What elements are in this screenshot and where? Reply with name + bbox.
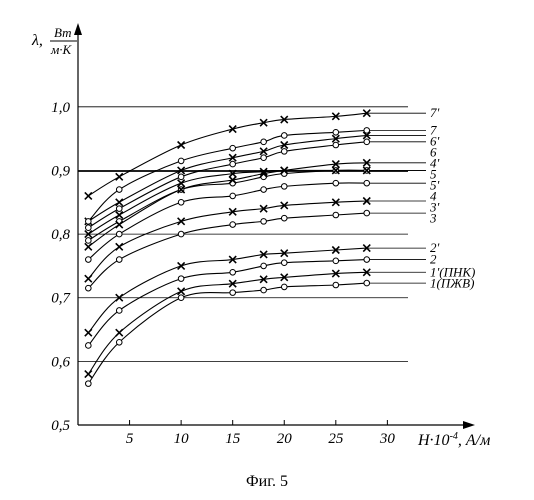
thermal-conductivity-chart: 0,50,60,70,80,91,051015202530λ,Втм·КH·10…: [0, 0, 534, 500]
marker-circle: [261, 155, 267, 161]
marker-circle: [281, 260, 287, 266]
marker-circle: [281, 133, 287, 139]
svg-text:25: 25: [328, 431, 344, 447]
marker-circle: [261, 287, 267, 293]
marker-circle: [230, 145, 236, 151]
marker-circle: [364, 257, 370, 263]
series-label-1: 1(ПЖВ): [430, 275, 474, 290]
marker-circle: [178, 276, 184, 282]
svg-text:1,0: 1,0: [51, 100, 70, 116]
svg-text:λ,: λ,: [31, 32, 43, 49]
marker-circle: [333, 212, 339, 218]
svg-text:0,7: 0,7: [51, 291, 71, 307]
svg-text:0,6: 0,6: [51, 354, 70, 370]
marker-circle: [364, 128, 370, 134]
marker-circle: [178, 231, 184, 237]
marker-circle: [333, 282, 339, 288]
marker-circle: [178, 158, 184, 164]
marker-circle: [230, 161, 236, 167]
svg-text:5: 5: [126, 431, 134, 447]
marker-circle: [116, 187, 122, 193]
marker-circle: [116, 257, 122, 263]
svg-text:0,8: 0,8: [51, 227, 70, 243]
svg-text:10: 10: [174, 431, 190, 447]
marker-circle: [116, 231, 122, 237]
marker-circle: [281, 184, 287, 190]
marker-circle: [178, 199, 184, 205]
marker-circle: [86, 285, 92, 291]
marker-circle: [86, 257, 92, 263]
marker-circle: [178, 174, 184, 180]
marker-circle: [261, 139, 267, 145]
marker-circle: [261, 219, 267, 225]
marker-circle: [333, 129, 339, 135]
marker-circle: [116, 339, 122, 345]
svg-text:20: 20: [277, 431, 293, 447]
marker-circle: [364, 139, 370, 145]
marker-circle: [116, 308, 122, 314]
series-label-3: 3: [429, 210, 437, 225]
svg-text:м·К: м·К: [50, 42, 73, 57]
marker-circle: [364, 210, 370, 216]
marker-circle: [333, 180, 339, 186]
marker-circle: [86, 343, 92, 349]
svg-text:Вт: Вт: [54, 25, 72, 40]
marker-circle: [86, 238, 92, 244]
marker-circle: [281, 284, 287, 290]
marker-circle: [261, 263, 267, 269]
marker-circle: [364, 180, 370, 186]
svg-text:15: 15: [225, 431, 241, 447]
figure-caption: Фиг. 5: [246, 473, 288, 490]
marker-circle: [230, 222, 236, 228]
marker-circle: [86, 225, 92, 231]
marker-circle: [230, 269, 236, 275]
marker-circle: [333, 142, 339, 148]
marker-circle: [364, 280, 370, 286]
marker-circle: [333, 258, 339, 264]
marker-circle: [230, 290, 236, 296]
marker-circle: [261, 187, 267, 193]
svg-text:0,9: 0,9: [51, 163, 70, 179]
marker-circle: [230, 193, 236, 199]
marker-circle: [178, 295, 184, 301]
marker-circle: [86, 219, 92, 225]
marker-circle: [281, 215, 287, 221]
marker-circle: [86, 381, 92, 387]
svg-text:30: 30: [379, 431, 396, 447]
svg-text:0,5: 0,5: [51, 418, 70, 434]
marker-circle: [116, 206, 122, 212]
marker-circle: [281, 149, 287, 155]
series-label-7prime: 7': [430, 105, 440, 120]
